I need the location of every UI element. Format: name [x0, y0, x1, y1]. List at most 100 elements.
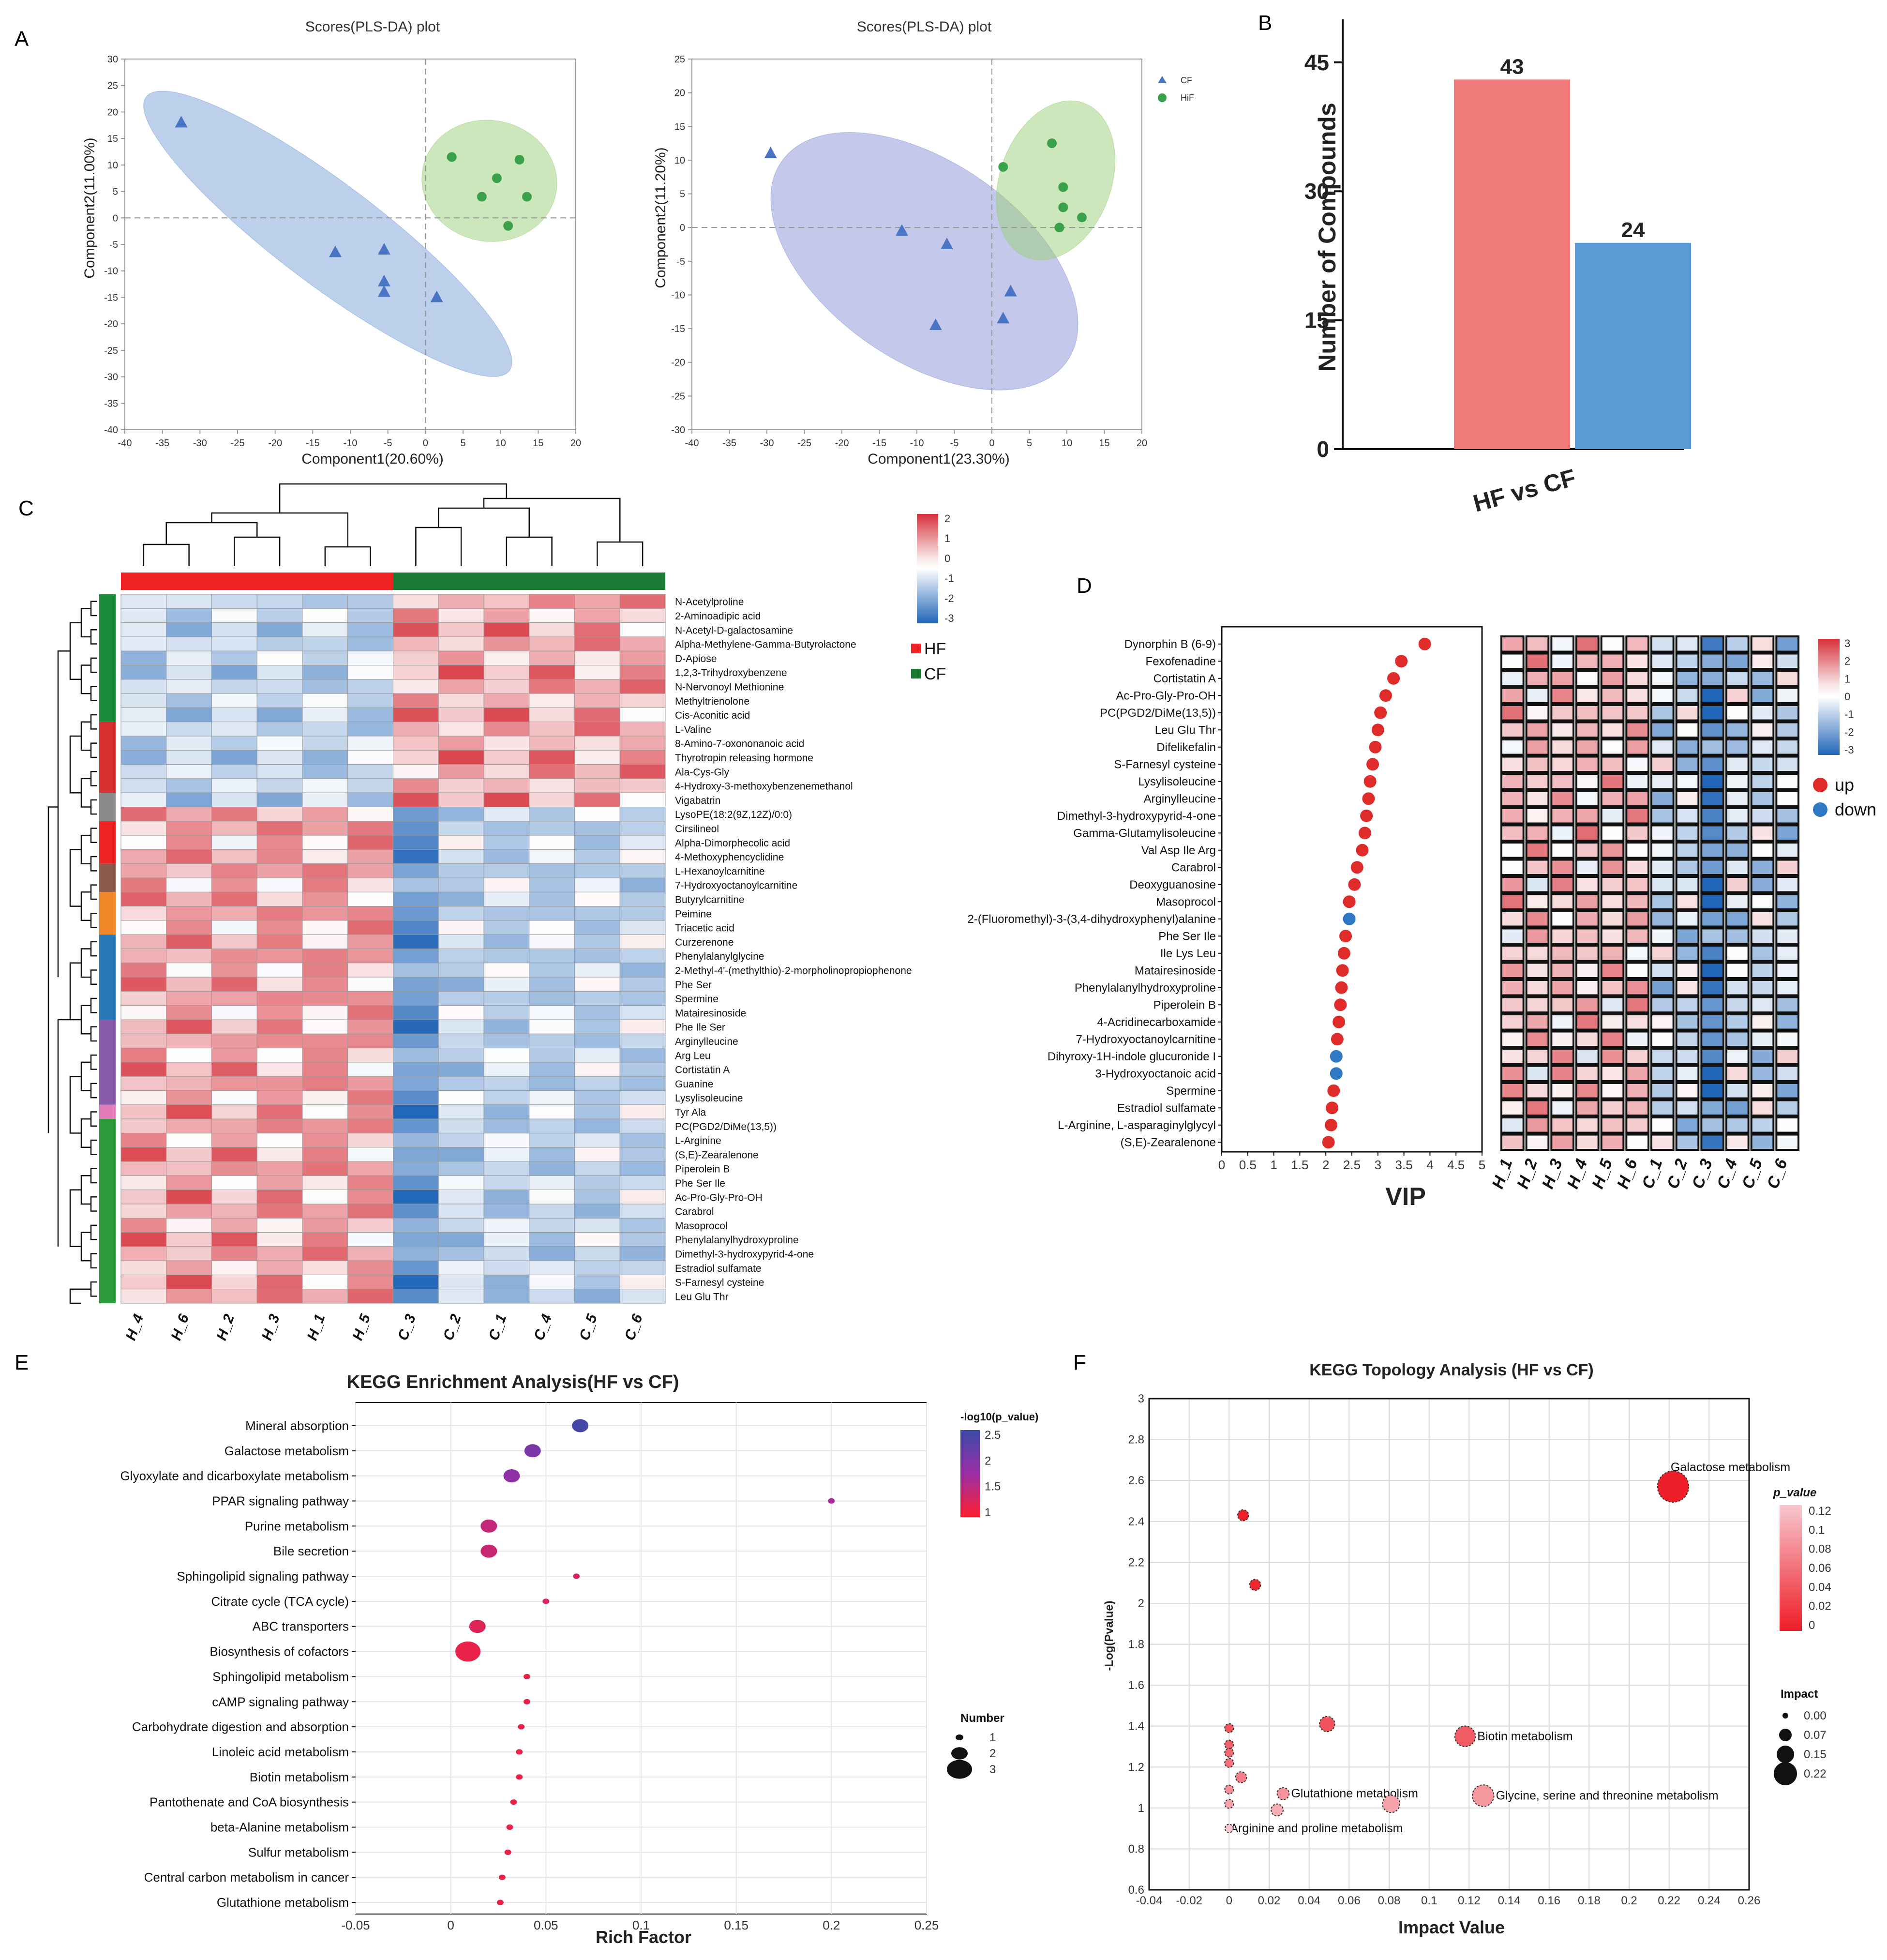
heatmap-cell — [1775, 842, 1799, 859]
heatmap-cell — [1725, 996, 1750, 1013]
heatmap-cell — [166, 722, 212, 737]
heatmap-cell — [1725, 945, 1750, 962]
heatmap-cell — [347, 849, 393, 864]
heatmap-cell — [347, 821, 393, 836]
heatmap-cell — [120, 693, 167, 708]
x-tick-label: 0.08 — [1378, 1894, 1401, 1907]
row-label: Ac-Pro-Gly-Pro-OH — [675, 1192, 763, 1203]
heatmap-cell — [483, 778, 530, 793]
heatmap-cell — [256, 963, 303, 978]
row-label: Cortistatin A — [675, 1065, 730, 1076]
heatmap-cell — [438, 1260, 484, 1275]
heatmap-cell — [1575, 635, 1600, 653]
pathway-label: Purine metabolism — [245, 1519, 349, 1533]
heatmap-cell — [574, 963, 620, 978]
heatmap-cell — [619, 1161, 666, 1176]
heatmap-cell — [1650, 824, 1675, 842]
heatmap-cell — [574, 877, 620, 892]
heatmap-cell — [1750, 996, 1775, 1013]
x-tick-label: 0.04 — [1298, 1894, 1320, 1907]
x-tick-label: -25 — [797, 438, 811, 449]
heatmap-cell — [1750, 1013, 1775, 1031]
heatmap-cell — [1675, 842, 1700, 859]
heatmap-cell — [1775, 721, 1799, 739]
heatmap-cell — [619, 1076, 666, 1091]
y-tick-label: 2.2 — [1128, 1556, 1144, 1569]
row-label: Phe Ile Ser — [675, 1022, 725, 1033]
heatmap-cell — [1650, 979, 1675, 996]
size-legend-label: 2 — [989, 1747, 996, 1760]
heatmap-cell — [211, 594, 257, 609]
heatmap-cell — [256, 1232, 303, 1247]
heatmap-cell — [438, 636, 484, 651]
cf-point — [377, 274, 390, 286]
pathway-label: Bile secretion — [273, 1544, 349, 1558]
heatmap-cell — [1675, 1133, 1700, 1151]
x-tick-label: 0.2 — [823, 1918, 840, 1932]
x-tick-label: 20 — [570, 438, 581, 449]
pathway-label: Central carbon metabolism in cancer — [144, 1870, 349, 1885]
heatmap-cell — [438, 1274, 484, 1290]
heatmap-cell — [529, 821, 575, 836]
row-group-bar — [99, 892, 116, 935]
heatmap-cell — [1675, 979, 1700, 996]
heatmap-cell — [347, 934, 393, 949]
heatmap-cell — [1725, 876, 1750, 893]
heatmap-cell — [256, 835, 303, 850]
compound-label: PC(PGD2/DiMe(13,5)) — [1100, 707, 1216, 720]
heatmap-cell — [1525, 859, 1550, 876]
heatmap-cell — [483, 1104, 530, 1119]
heatmap-cell — [211, 906, 257, 921]
group-annotation-bar — [99, 573, 665, 1303]
confidence-ellipse — [421, 120, 557, 242]
heatmap-cell — [483, 792, 530, 807]
group-legend: HF CF — [911, 640, 946, 683]
heatmap-cell — [256, 1260, 303, 1275]
heatmap-cell — [619, 736, 666, 751]
heatmap-cell — [438, 963, 484, 978]
heatmap-cell — [1550, 1065, 1574, 1082]
legend-triangle-icon — [1158, 76, 1167, 83]
heatmap-cell — [166, 1076, 212, 1091]
heatmap-cell — [1525, 1082, 1550, 1100]
x-tick-label: 2 — [1322, 1158, 1329, 1172]
heatmap-cell — [529, 1161, 575, 1176]
heatmap-cell — [1650, 687, 1675, 704]
heatmap-cell — [1675, 1082, 1700, 1100]
heatmap-cell — [256, 1062, 303, 1077]
heatmap-cell — [211, 778, 257, 793]
heatmap-cell — [166, 1218, 212, 1233]
heatmap-cell — [1650, 842, 1675, 859]
heatmap-cell — [1650, 635, 1675, 653]
heatmap-cell — [1550, 1082, 1574, 1100]
heatmap-cell — [166, 650, 212, 665]
heatmap-cell — [120, 1118, 167, 1133]
heatmap-cell — [211, 807, 257, 822]
heatmap-cell — [483, 736, 530, 751]
row-label: L-Hexanoylcarnitine — [675, 866, 765, 877]
vip-point — [1322, 1136, 1335, 1149]
heatmap-cell — [1600, 979, 1625, 996]
heatmap-cell — [302, 1289, 348, 1304]
heatmap-cell — [1700, 1133, 1724, 1151]
topology-point — [1224, 1748, 1234, 1758]
heatmap-cell — [1750, 1048, 1775, 1065]
x-tick-label: 0 — [1226, 1894, 1232, 1907]
heatmap-cell — [166, 1048, 212, 1063]
heatmap-cell — [619, 1274, 666, 1290]
heatmap-cell — [256, 1190, 303, 1205]
heatmap-cell — [256, 650, 303, 665]
heatmap-cell — [438, 1019, 484, 1034]
heatmap-cell — [302, 807, 348, 822]
heatmap-cell — [483, 1190, 530, 1205]
cf-point — [941, 238, 953, 249]
heatmap-cell — [1525, 996, 1550, 1013]
heatmap-cell — [302, 1161, 348, 1176]
heatmap-cell — [1550, 807, 1574, 825]
compound-labels: Dynorphin B (6-9) Fexofenadine Cortistatin… — [967, 638, 1216, 1149]
colorbar-tick-label: 1 — [985, 1506, 991, 1519]
heatmap-cell — [211, 849, 257, 864]
heatmap-cell — [1575, 670, 1600, 687]
heatmap-cell — [302, 1076, 348, 1091]
compound-label: Val Asp Ile Arg — [1141, 844, 1216, 857]
